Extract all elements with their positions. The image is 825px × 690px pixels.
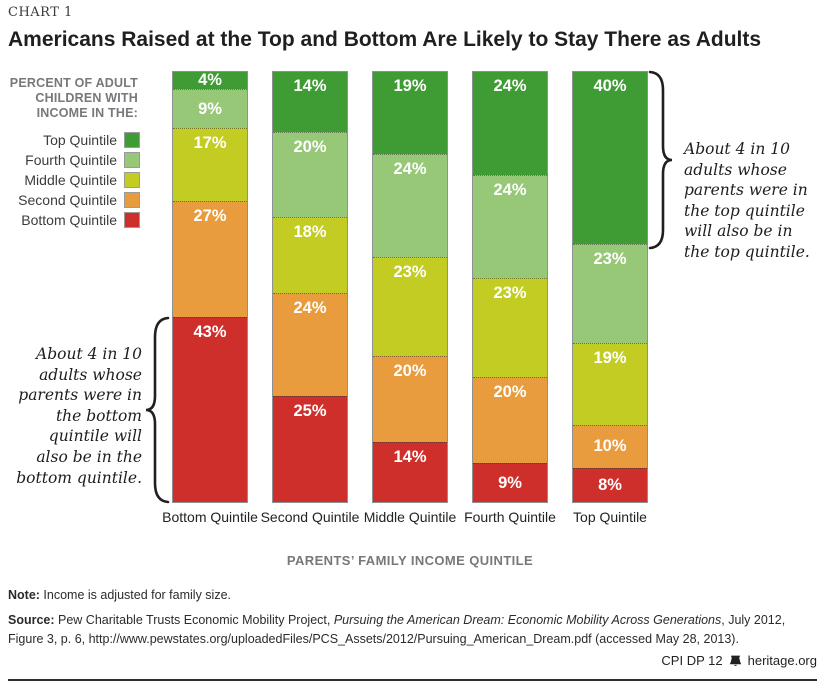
- bar-segment: 14%: [273, 72, 347, 132]
- legend-swatch: [124, 212, 140, 228]
- footer-code: CPI DP 12: [661, 653, 723, 668]
- legend-item: Top Quintile: [0, 130, 140, 150]
- bar-segment-value: 24%: [293, 299, 327, 318]
- bar-segment: 20%: [273, 131, 347, 217]
- x-axis-tick-label: Bottom Quintile: [162, 509, 258, 525]
- legend-item-label: Middle Quintile: [24, 172, 117, 188]
- legend-item-label: Top Quintile: [43, 132, 117, 148]
- bar-segment: 19%: [373, 72, 447, 154]
- x-axis-title: PARENTS’ FAMILY INCOME QUINTILE: [286, 553, 534, 568]
- bar-segment-value: 23%: [593, 250, 627, 268]
- source-title-italic: Pursuing the American Dream: Economic Mo…: [333, 613, 722, 627]
- bar-segment: 23%: [573, 244, 647, 343]
- bar-segment-value: 14%: [293, 77, 327, 95]
- bar-segment-value: 20%: [293, 137, 327, 156]
- legend-item: Second Quintile: [0, 190, 140, 210]
- bar-segment-value: 19%: [393, 77, 427, 95]
- stacked-bars: 4% 9% 17% 27% 43% 14% 20% 18% 24% 25% 19% 24% 23% 20%…: [172, 71, 648, 503]
- source-suffix: , July 2012, Figure 3, p. 6, http://www.…: [8, 613, 786, 646]
- bar-segment-value: 24%: [493, 77, 527, 95]
- bar-segment-value: 9%: [198, 99, 222, 118]
- bar-segment: 27%: [173, 200, 247, 318]
- bar-segment-value: 23%: [493, 284, 527, 303]
- curly-brace-left-icon: [145, 316, 170, 504]
- bar-segment-value: 23%: [393, 262, 427, 281]
- bar-segment: 40%: [573, 72, 647, 244]
- bottom-rule: [8, 679, 817, 681]
- bar-segment: 9%: [173, 89, 247, 128]
- bar-column: 14% 20% 18% 24% 25%: [272, 71, 348, 503]
- legend-swatch: [124, 192, 140, 208]
- note-text: Income is adjusted for family size.: [39, 588, 231, 602]
- x-axis-tick-label: Second Quintile: [260, 509, 360, 525]
- bar-segment: 10%: [573, 424, 647, 468]
- legend-item-label: Fourth Quintile: [25, 152, 117, 168]
- legend-item: Middle Quintile: [0, 170, 140, 190]
- bar-segment: 14%: [373, 441, 447, 502]
- bar-segment-value: 24%: [393, 159, 427, 178]
- curly-brace-right-icon: [648, 70, 673, 250]
- bar-column: 24% 24% 23% 20% 9%: [472, 71, 548, 503]
- bar-segment: 24%: [373, 153, 447, 257]
- x-axis-tick-label: Middle Quintile: [363, 509, 457, 525]
- bar-segment-value: 18%: [293, 222, 327, 241]
- annotation-bottom-quintile: About 4 in 10 adults whose parents were …: [16, 345, 142, 487]
- x-axis-tick-label: Fourth Quintile: [464, 509, 556, 525]
- note-label: Note:: [8, 588, 40, 602]
- bar-segment: 18%: [273, 216, 347, 294]
- x-axis-tick-label: Top Quintile: [573, 509, 647, 525]
- bar-segment: 25%: [273, 395, 347, 502]
- bar-segment-value: 40%: [593, 77, 627, 95]
- bar-column: 40% 23% 19% 10% 8%: [572, 71, 648, 503]
- page-title: Americans Raised at the Top and Bottom A…: [8, 28, 762, 51]
- legend-header: PERCENT OF ADULT CHILDREN WITH INCOME IN…: [9, 76, 138, 120]
- annotation-top-quintile: About 4 in 10 adults whose parents were …: [684, 140, 810, 262]
- liberty-bell-icon: [729, 655, 741, 666]
- bar-segment: 4%: [173, 71, 247, 90]
- source-prefix: Pew Charitable Trusts Economic Mobility …: [54, 613, 334, 627]
- bar-segment: 19%: [573, 342, 647, 425]
- source: Source: Pew Charitable Trusts Economic M…: [8, 611, 818, 649]
- bar-segment: 23%: [473, 278, 547, 378]
- bar-segment: 24%: [473, 175, 547, 279]
- legend-item-label: Second Quintile: [18, 192, 117, 208]
- bar-segment: 24%: [273, 293, 347, 396]
- bar-segment-value: 20%: [493, 383, 527, 402]
- chart-kicker: CHART 1: [8, 5, 73, 20]
- footer: CPI DP 12 heritage.org: [661, 653, 817, 668]
- note: Note: Income is adjusted for family size…: [8, 588, 231, 602]
- bar-segment: 23%: [373, 256, 447, 356]
- bar-segment: 9%: [473, 463, 547, 502]
- bar-segment-value: 20%: [393, 361, 427, 380]
- bar-segment: 8%: [573, 467, 647, 502]
- bar-segment-value: 43%: [193, 323, 227, 342]
- bar-segment-value: 25%: [293, 401, 327, 420]
- bar-segment: 24%: [473, 72, 547, 176]
- source-label: Source:: [8, 613, 55, 627]
- bar-segment: 43%: [173, 317, 247, 502]
- legend-swatch: [124, 152, 140, 168]
- footer-site: heritage.org: [747, 653, 817, 668]
- bar-segment: 20%: [373, 355, 447, 442]
- bar-segment: 17%: [173, 127, 247, 201]
- bar-segment-value: 9%: [498, 473, 522, 492]
- legend-swatch: [124, 132, 140, 148]
- bar-segment-value: 27%: [193, 206, 227, 225]
- bar-segment-value: 4%: [198, 71, 222, 90]
- legend: Top Quintile Fourth Quintile Middle Quinti…: [0, 130, 140, 230]
- bar-segment-value: 19%: [593, 348, 627, 367]
- legend-item: Fourth Quintile: [0, 150, 140, 170]
- legend-swatch: [124, 172, 140, 188]
- bar-segment-value: 10%: [593, 437, 627, 456]
- bar-segment-value: 14%: [393, 447, 427, 466]
- bar-column: 4% 9% 17% 27% 43%: [172, 71, 248, 503]
- bar-segment-value: 8%: [598, 476, 622, 495]
- bar-segment: 20%: [473, 377, 547, 464]
- legend-item-label: Bottom Quintile: [21, 212, 117, 228]
- bar-segment-value: 17%: [193, 133, 227, 152]
- legend-item: Bottom Quintile: [0, 210, 140, 230]
- bar-column: 19% 24% 23% 20% 14%: [372, 71, 448, 503]
- bar-segment-value: 24%: [493, 181, 527, 200]
